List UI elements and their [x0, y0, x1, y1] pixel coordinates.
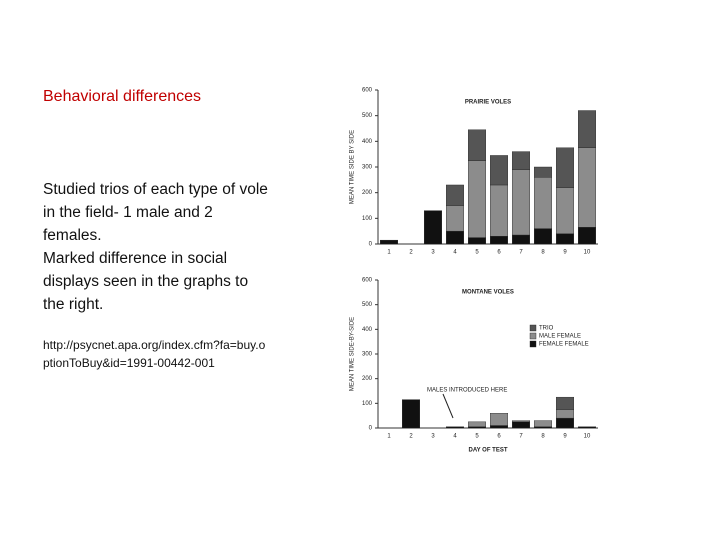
- link[interactable]: http://psycnet.apa.org/index.cfm?fa=buy.…: [43, 338, 266, 370]
- bar-segment: [511, 234, 530, 245]
- x-axis-label: DAY OF TEST: [468, 448, 507, 454]
- x-tick-label: 7: [519, 250, 523, 256]
- legend-label: FEMALE FEMALE: [539, 342, 589, 348]
- bar-segment: [445, 184, 464, 206]
- x-tick-label: 10: [584, 250, 591, 256]
- y-tick-label: 200: [362, 376, 373, 382]
- paragraph: Studied trios of each type of vole in th…: [43, 181, 268, 244]
- x-tick-label: 7: [519, 434, 523, 440]
- bar-segment: [467, 421, 486, 427]
- bar-segment: [467, 129, 486, 161]
- x-tick-label: 9: [563, 250, 567, 256]
- bar-segment: [511, 421, 530, 429]
- y-axis-label: MEAN TIME SIDE-BY-SIDE: [350, 317, 356, 391]
- legend-label: TRIO: [539, 326, 554, 332]
- bar-segment: [511, 169, 530, 236]
- x-tick-label: 8: [541, 250, 545, 256]
- y-tick-label: 200: [362, 190, 373, 196]
- bar-segment: [467, 237, 486, 245]
- y-tick-label: 0: [369, 426, 373, 432]
- bar-segment: [533, 420, 552, 427]
- y-tick-label: 400: [362, 139, 373, 145]
- bar-segment: [489, 413, 508, 426]
- bar-segment: [577, 426, 596, 429]
- annotation-arrow: [442, 393, 454, 419]
- y-axis-label: MEAN TIME SIDE BY SIDE: [350, 130, 356, 204]
- bar-segment: [423, 210, 442, 245]
- y-tick-label: 100: [362, 216, 373, 222]
- x-tick-label: 1: [387, 434, 391, 440]
- chart-title: PRAIRIE VOLES: [465, 100, 511, 106]
- bar-segment: [402, 399, 421, 429]
- bar-segment: [555, 409, 574, 419]
- bar-segment: [533, 166, 552, 178]
- bar-segment: [511, 151, 530, 170]
- x-tick-label: 6: [497, 434, 501, 440]
- legend-swatch: [529, 324, 537, 332]
- bar-segment: [555, 233, 574, 245]
- x-tick-label: 3: [431, 434, 435, 440]
- chart-title: MONTANE VOLES: [462, 290, 514, 296]
- slide-body: Studied trios of each type of vole in th…: [43, 178, 268, 316]
- x-tick-label: 8: [541, 434, 545, 440]
- bar-segment: [489, 155, 508, 186]
- bar-segment: [577, 110, 596, 148]
- bar-segment: [511, 420, 530, 423]
- x-tick-label: 3: [431, 250, 435, 256]
- x-tick-label: 2: [409, 250, 413, 256]
- bar-segment: [489, 236, 508, 245]
- x-tick-label: 1: [387, 250, 391, 256]
- bar-segment: [555, 187, 574, 234]
- legend-swatch: [529, 332, 537, 340]
- y-tick-label: 500: [362, 113, 373, 119]
- bar-segment: [555, 147, 574, 188]
- bar-segment: [555, 396, 574, 410]
- bar-segment: [533, 228, 552, 245]
- legend-label: MALE FEMALE: [539, 334, 581, 340]
- bar-segment: [489, 425, 508, 429]
- legend-swatch: [529, 340, 537, 348]
- y-tick-label: 400: [362, 327, 373, 333]
- annotation: MALES INTRODUCED HERE: [427, 388, 507, 394]
- x-tick-label: 6: [497, 250, 501, 256]
- y-tick-label: 500: [362, 302, 373, 308]
- x-tick-label: 5: [475, 250, 479, 256]
- bar-segment: [445, 230, 464, 245]
- x-tick-label: 10: [584, 434, 591, 440]
- x-tick-label: 4: [453, 250, 457, 256]
- bar-segment: [533, 177, 552, 229]
- y-tick-label: 600: [362, 88, 373, 94]
- bar-segment: [489, 184, 508, 237]
- y-tick-label: 300: [362, 352, 373, 358]
- y-tick-label: 300: [362, 165, 373, 171]
- y-tick-label: 600: [362, 278, 373, 284]
- bar-segment: [577, 227, 596, 245]
- bar-segment: [467, 160, 486, 238]
- bar-segment: [555, 417, 574, 429]
- y-tick-label: 100: [362, 401, 373, 407]
- slide-title: Behavioral differences: [43, 88, 202, 105]
- x-tick-label: 9: [563, 434, 567, 440]
- x-tick-label: 2: [409, 434, 413, 440]
- x-tick-label: 5: [475, 434, 479, 440]
- x-tick-label: 4: [453, 434, 457, 440]
- y-tick-label: 0: [369, 242, 373, 248]
- bar-segment: [380, 239, 399, 245]
- paragraph: Marked difference in social displays see…: [43, 250, 249, 313]
- bar-segment: [445, 205, 464, 232]
- bar-segment: [577, 147, 596, 228]
- bar-segment: [445, 426, 464, 429]
